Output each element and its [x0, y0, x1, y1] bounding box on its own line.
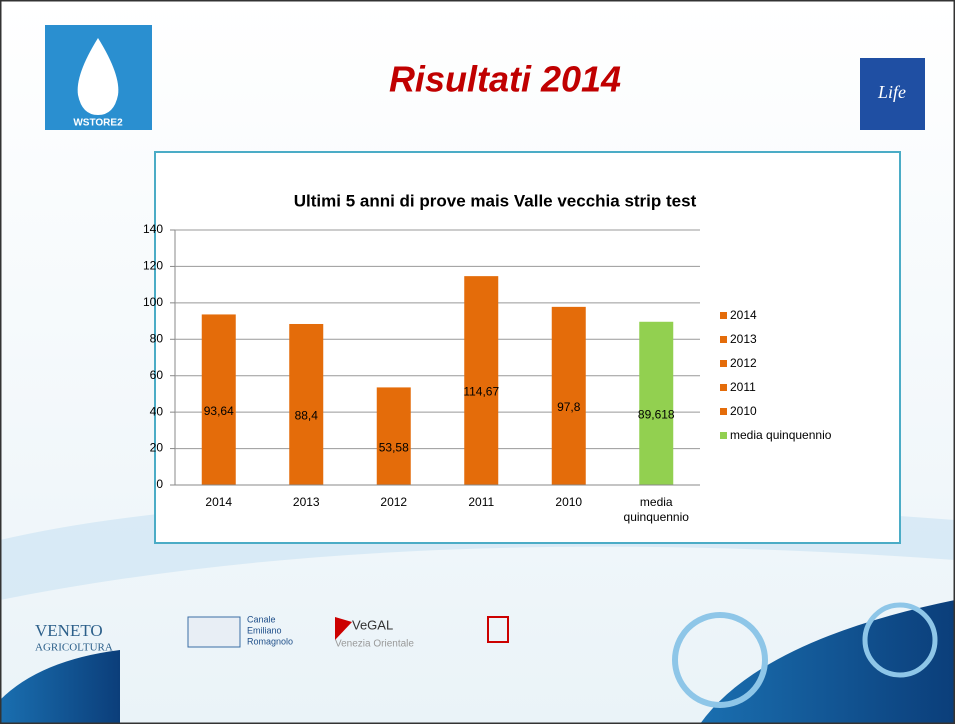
logo-text: Life: [877, 82, 906, 102]
data-label: 88,4: [295, 409, 319, 423]
bar: [639, 322, 673, 485]
footer-text: VeGAL: [352, 617, 393, 632]
y-tick-label: 80: [150, 331, 164, 345]
y-tick-label: 0: [156, 477, 163, 491]
bar: [377, 387, 411, 485]
legend-label: 2012: [730, 356, 757, 370]
footer-text: Venezia Orientale: [335, 639, 414, 650]
bar: [202, 314, 236, 485]
x-tick-label: media quinquennio: [616, 495, 696, 525]
canvas: WSTORE2 Risultati 2014 Life Ultimi 5 ann…: [0, 0, 955, 724]
x-tick-label: 2010: [529, 495, 609, 510]
slide-title: Risultati 2014: [389, 59, 621, 100]
legend-label: 2014: [730, 308, 757, 322]
data-label: 53,58: [379, 440, 409, 454]
legend-swatch: [720, 360, 727, 367]
legend-swatch: [720, 408, 727, 415]
footer-text: Emiliano: [247, 625, 282, 635]
footer-text: VENETO: [35, 621, 103, 640]
footer-text: Canale: [247, 614, 276, 624]
x-tick-label: 2013: [266, 495, 346, 510]
logo: [188, 617, 240, 647]
legend-swatch: [720, 336, 727, 343]
bar: [289, 324, 323, 485]
x-tick-label: 2014: [179, 495, 259, 510]
chart-title: Ultimi 5 anni di prove mais Valle vecchi…: [294, 191, 697, 210]
footer-text: AGRICOLTURA: [35, 642, 113, 654]
data-label: 89,618: [638, 408, 675, 422]
legend-label: 2011: [730, 380, 756, 394]
data-label: 93,64: [204, 404, 234, 418]
chart-frame: [155, 152, 900, 543]
legend-swatch: [720, 384, 727, 391]
slide: WSTORE2 Risultati 2014 Life Ultimi 5 ann…: [0, 0, 955, 724]
y-tick-label: 100: [143, 295, 163, 309]
legend-label: media quinquennio: [730, 428, 832, 442]
legend-swatch: [720, 432, 727, 439]
data-label: 97,8: [557, 400, 581, 414]
legend-label: 2013: [730, 332, 757, 346]
legend-swatch: [720, 312, 727, 319]
legend-label: 2010: [730, 404, 757, 418]
footer-text: Romagnolo: [247, 636, 293, 646]
y-tick-label: 120: [143, 259, 163, 273]
y-tick-label: 140: [143, 222, 163, 236]
bar: [464, 276, 498, 485]
logo-text: WSTORE2: [73, 118, 123, 129]
y-tick-label: 60: [150, 368, 164, 382]
y-tick-label: 40: [150, 404, 164, 418]
y-tick-label: 20: [150, 441, 164, 455]
x-tick-label: 2011: [441, 495, 521, 510]
bar: [552, 307, 586, 485]
data-label: 114,67: [463, 385, 499, 399]
x-tick-label: 2012: [354, 495, 434, 510]
